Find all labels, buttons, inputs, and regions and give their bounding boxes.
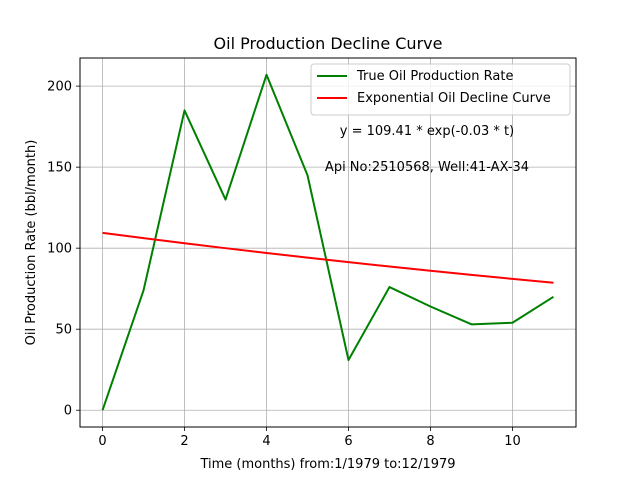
y-axis-label: Oil Production Rate (bbl/month) [24,140,39,346]
x-tick-label: 8 [426,434,434,449]
legend: True Oil Production Rate Exponential Oil… [310,63,571,116]
plot-frame [79,57,577,428]
x-axis-label: Time (months) from:1/1979 to:12/1979 [199,457,455,472]
legend-label-true-rate: True Oil Production Rate [356,69,513,84]
x-tick-label: 4 [262,434,270,449]
series-group [101,73,554,411]
x-axis-ticks: 0 2 4 6 8 10 [98,427,521,449]
y-tick-label: 0 [64,404,72,419]
y-tick-label: 200 [47,80,72,95]
chart-title: Oil Production Decline Curve [214,34,443,53]
equation-annotation: y = 109.41 * exp(-0.03 * t) [340,124,514,139]
y-tick-label: 150 [47,161,72,176]
x-tick-label: 0 [98,434,106,449]
well-annotation: Api No:2510568, Well:41-AX-34 [325,160,529,175]
legend-box [310,63,571,116]
exponential-decline-line [102,231,554,284]
x-tick-label: 10 [504,434,521,449]
x-tick-label: 2 [180,434,188,449]
y-tick-label: 100 [47,242,72,257]
y-axis-ticks: 0 50 100 150 200 [47,80,80,419]
true-oil-production-line [101,73,554,411]
legend-label-decline-curve: Exponential Oil Decline Curve [357,91,551,106]
y-tick-label: 50 [55,323,72,338]
x-tick-label: 6 [344,434,352,449]
